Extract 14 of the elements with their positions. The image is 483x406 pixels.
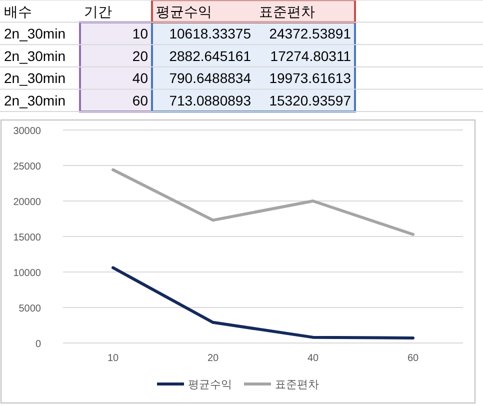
y-tick-label: 20000 <box>13 197 42 208</box>
x-tick-label: 10 <box>107 353 119 364</box>
y-tick-label: 30000 <box>13 126 42 137</box>
x-tick-label: 60 <box>407 353 419 364</box>
table: 배수 기간 평균수익 표준편차 2n_30min 10 10618.33375 24372.53891 2n_30min 20 2882.645161 17274.80311 2n_30min 40 790.6488834 19973.61613 2n_30min 60 713.0880893 15320.93597 <box>0 0 483 112</box>
legend-label: 평균수익 <box>188 379 232 391</box>
legend-label: 표준편차 <box>275 379 319 391</box>
y-tick-label: 0 <box>35 339 42 350</box>
y-tick-label: 15000 <box>13 232 42 244</box>
x-tick-label: 20 <box>207 353 219 364</box>
y-tick-label: 5000 <box>18 304 42 314</box>
x-tick-label: 40 <box>307 353 319 364</box>
y-tick-label: 10000 <box>13 268 42 279</box>
y-tick-label: 25000 <box>13 162 42 172</box>
